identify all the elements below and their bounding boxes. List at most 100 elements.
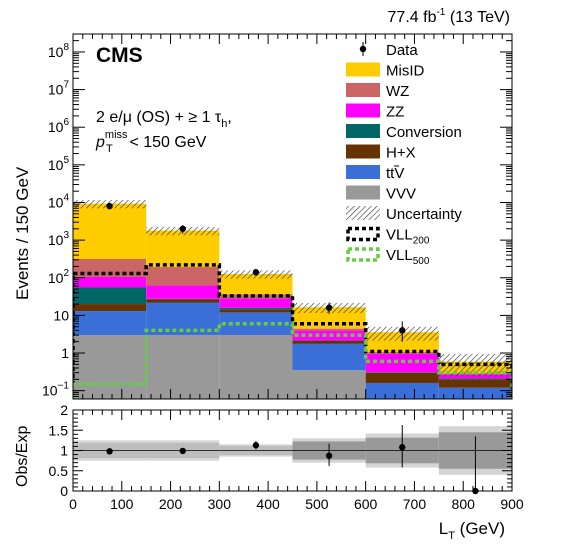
bar-h-x-bin-5 [438, 379, 512, 388]
legend-swatch-wz [346, 83, 380, 97]
bar-zz-bin-0 [73, 276, 147, 288]
bar-h-x-bin-2 [219, 309, 293, 313]
y-tick-label: 1 [61, 345, 69, 361]
bar-wz-bin-1 [146, 267, 220, 286]
signal-histograms [73, 263, 512, 399]
y-tick-label: 103 [48, 230, 70, 248]
bar-tt-v-bin-5 [438, 387, 512, 399]
bar-misid-bin-2 [219, 273, 293, 295]
x-tick-label: 500 [305, 496, 329, 512]
legend-swatch-zz [346, 103, 380, 118]
cms-label: CMS [96, 44, 143, 67]
ratio-y-tick-label: 0.5 [49, 463, 69, 479]
ratio-point-0 [106, 448, 113, 455]
bar-zz-bin-1 [146, 285, 220, 299]
legend-label-zz: ZZ [386, 104, 404, 121]
legend-label-data: Data [386, 42, 418, 59]
selection-label-line1: 2 e/μ (OS) + ≥ 1 τh, [96, 109, 232, 130]
legend: Data MisID WZ ZZ Conversion H+X ttV VVV Uncertai… [346, 42, 462, 267]
x-tick-label: 800 [452, 496, 476, 512]
legend-label-wz: WZ [386, 83, 409, 100]
legend-label-conversion: Conversion [386, 124, 462, 141]
bar-zz-bin-2 [219, 298, 293, 308]
x-tick-label: 100 [110, 496, 134, 512]
bar-tt-v-bin-3 [292, 343, 366, 371]
x-axis-label: LT (GeV) [439, 519, 505, 542]
x-tick-label: 200 [159, 496, 183, 512]
legend-label-vll-200: VLL200 [386, 227, 430, 247]
bar-vvv-bin-1 [146, 335, 220, 399]
bar-conversion-bin-0 [73, 287, 147, 305]
ratio-y-tick-label: 1 [60, 443, 68, 459]
bar-h-x-bin-1 [146, 299, 220, 303]
bar-tt-v-bin-4 [365, 382, 439, 399]
legend-label-vvv: VVV [386, 186, 416, 203]
ratio-points [106, 424, 479, 495]
ratio-y-axis-label: Obs/Exp [14, 426, 31, 487]
data-point-0 [106, 202, 113, 210]
main-frame [72, 33, 513, 400]
x-tick-label: 0 [69, 496, 77, 512]
main-x-ticks [72, 34, 513, 399]
uncertainty-bin-5 [438, 353, 512, 377]
x-tick-label: 700 [403, 496, 427, 512]
bar-misid-bin-1 [146, 230, 220, 268]
legend-swatch-uncertainty [346, 206, 380, 220]
x-tick-label: 400 [256, 496, 280, 512]
ratio-y-axis: 0 0.5 1 1.5 2 [49, 402, 512, 499]
data-point-3 [325, 304, 333, 311]
ratio-point-4 [399, 444, 406, 451]
bar-conversion-bin-4 [365, 372, 439, 373]
legend-label-vll-500: VLL500 [386, 247, 430, 267]
legend-label-h-x: H+X [386, 145, 416, 162]
bar-tt-v-bin-0 [73, 311, 147, 336]
legend-label-uncertainty: Uncertainty [386, 206, 462, 223]
data-point-1 [179, 225, 186, 232]
y-axis-label: Events / 150 GeV [13, 166, 32, 300]
ratio-y-tick-label: 0 [60, 483, 68, 499]
y-tick-label: 10 [53, 307, 69, 323]
legend-swatch-vll-500 [346, 247, 380, 262]
main-y-axis: 10−1 1 10 102 103 104 105 106 107 108 [42, 33, 512, 400]
main-panel: 10−1 1 10 102 103 104 105 106 107 108 CMS 2 e/μ (… [42, 33, 513, 400]
x-axis: 0 100 200 300 400 500 600 700 800 900 [69, 410, 524, 512]
ratio-point-1 [179, 447, 186, 455]
bar-vvv-bin-3 [292, 370, 366, 399]
bar-vvv-bin-0 [73, 335, 147, 399]
y-tick-label: 104 [48, 192, 70, 210]
x-tick-label: 300 [208, 496, 232, 512]
bar-wz-bin-2 [219, 294, 293, 299]
y-tick-label: 105 [48, 155, 70, 173]
selection-label-line2: pmiss T < 150 GeV [95, 129, 207, 155]
legend-swatch-misid [346, 62, 380, 77]
legend-swatch-conversion [346, 124, 380, 138]
data-points [106, 202, 406, 342]
legend-swatch-vvv [346, 185, 380, 200]
bar-conversion-bin-5 [438, 378, 512, 380]
bar-h-x-bin-4 [365, 372, 439, 383]
legend-swatch-tt-v [346, 165, 380, 179]
bar-vvv-bin-2 [219, 335, 293, 399]
legend-swatch-h-x [346, 144, 380, 159]
legend-swatch-vll-200 [346, 226, 380, 242]
x-tick-label: 600 [354, 496, 378, 512]
y-tick-label: 107 [48, 80, 70, 98]
ratio-y-tick-label: 2 [60, 402, 68, 418]
ratio-panel: 0 0.5 1 1.5 2 0 100 200 300 400 500 600 700 800 900 [49, 402, 524, 512]
header-lumi: 77.4 fb-1 (13 TeV) [388, 7, 510, 26]
bar-conversion-bin-2 [219, 307, 293, 310]
data-point-2 [252, 269, 260, 276]
bar-zz-bin-3 [292, 330, 366, 341]
bar-tt-v-bin-2 [219, 312, 293, 336]
bar-wz-bin-3 [292, 328, 366, 331]
x-tick-label: 900 [500, 496, 524, 512]
bar-h-x-bin-3 [292, 340, 366, 344]
y-tick-label: 106 [48, 117, 70, 135]
y-tick-label: 102 [48, 268, 70, 286]
ratio-y-tick-label: 1.5 [49, 422, 69, 438]
ratio-point-3 [325, 452, 333, 459]
ratio-point-2 [252, 442, 260, 449]
data-point-4 [399, 327, 406, 334]
legend-label-tt-v: ttV [386, 165, 404, 182]
